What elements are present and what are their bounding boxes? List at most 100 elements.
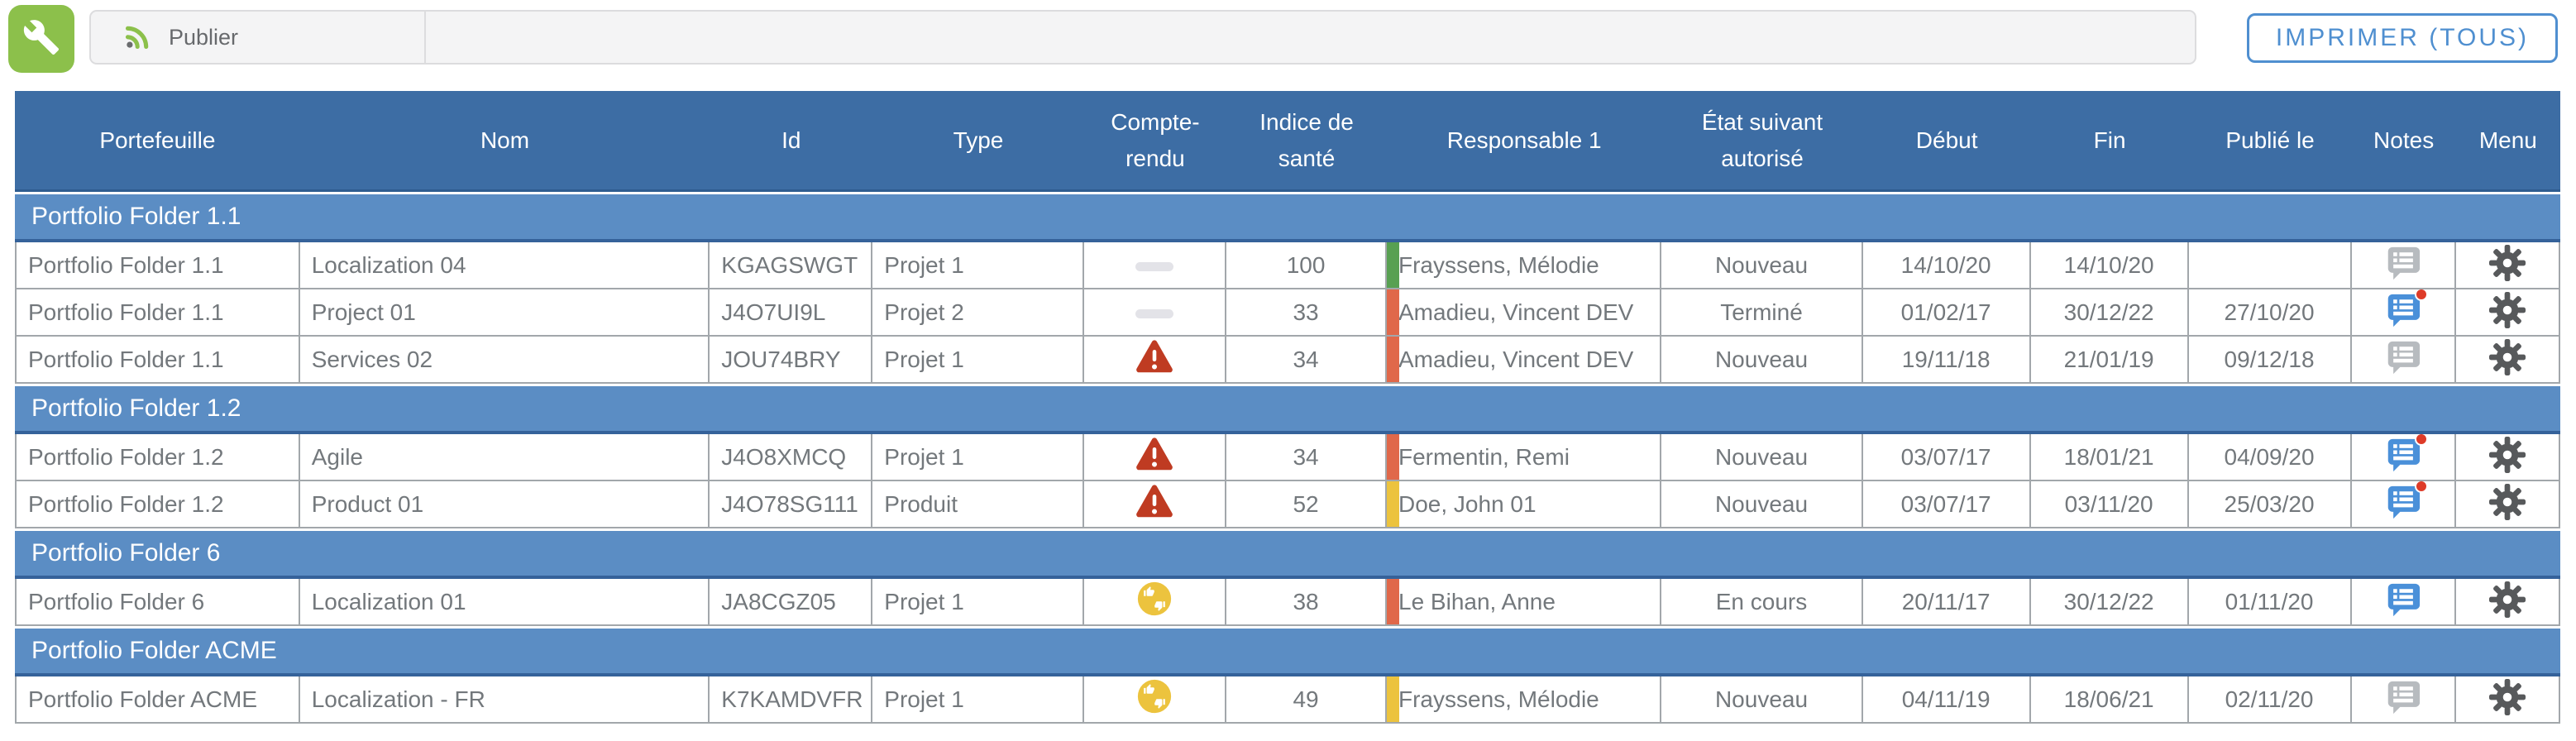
column-header-debut[interactable]: Début [1862, 91, 2031, 192]
toolbar-bar: Publier [89, 10, 2196, 65]
gear-icon [2488, 436, 2526, 476]
row-menu-button[interactable] [2487, 434, 2528, 478]
row-menu-button[interactable] [2487, 579, 2528, 623]
notes-button[interactable] [2383, 434, 2428, 476]
gear-icon [2488, 581, 2526, 621]
notes-button[interactable] [2383, 581, 2423, 621]
cell-publie: 01/11/20 [2188, 579, 2352, 626]
wrench-badge[interactable] [8, 5, 74, 73]
cell-id: J4O78SG111 [710, 481, 873, 528]
notes-bubble-icon [2385, 437, 2421, 475]
group-label[interactable]: Portfolio Folder 1.1 [15, 192, 2560, 242]
column-header-id[interactable]: Id [710, 91, 873, 192]
row-menu-button[interactable] [2487, 337, 2528, 380]
cell-etat: En cours [1661, 579, 1863, 626]
cell-nom: Localization 04 [299, 242, 710, 289]
notes-bubble-icon [2385, 246, 2421, 283]
column-header-portefeuille[interactable]: Portefeuille [15, 91, 300, 192]
group-label[interactable]: Portfolio Folder 1.2 [15, 384, 2560, 434]
cell-responsable: Fermentin, Remi [1387, 434, 1662, 481]
cell-fin: 30/12/22 [2030, 289, 2189, 337]
cell-compte_rendu [1083, 242, 1227, 289]
mixed-thumbs-icon [1135, 677, 1173, 721]
cell-responsable: Frayssens, Mélodie [1387, 242, 1662, 289]
notes-button[interactable] [2383, 244, 2423, 284]
cell-id: JA8CGZ05 [710, 579, 873, 626]
gear-icon [2488, 338, 2526, 379]
cell-compte_rendu [1083, 289, 1227, 337]
row-menu-button[interactable] [2487, 289, 2528, 333]
health-color-bar [1387, 242, 1399, 288]
cell-debut: 04/11/19 [1862, 676, 2031, 724]
health-color-bar [1387, 289, 1399, 335]
cell-compte_rendu [1083, 337, 1227, 384]
cell-portefeuille: Portfolio Folder ACME [15, 676, 300, 724]
notes-bubble-icon [2385, 340, 2421, 377]
column-header-compte_rendu[interactable]: Compte-rendu [1083, 91, 1227, 192]
cell-responsable: Doe, John 01 [1387, 481, 1662, 528]
table-row: Portfolio Folder 1.2 Product 01 J4O78SG111… [15, 481, 2560, 528]
cell-nom: Localization - FR [299, 676, 710, 724]
column-header-menu[interactable]: Menu [2455, 91, 2560, 192]
imprimer-tous-button[interactable]: IMPRIMER (TOUS) [2246, 13, 2558, 63]
column-header-fin[interactable]: Fin [2030, 91, 2189, 192]
notes-button[interactable] [2383, 289, 2428, 332]
group-row[interactable]: Portfolio Folder ACME [15, 626, 2560, 676]
publier-label: Publier [169, 24, 239, 50]
group-label[interactable]: Portfolio Folder 6 [15, 528, 2560, 579]
table-row: Portfolio Folder 1.1 Project 01 J4O7UI9L Pr… [15, 289, 2560, 337]
row-menu-button[interactable] [2487, 481, 2528, 525]
table-body: Portfolio Folder 1.1 Portfolio Folder 1.1… [15, 192, 2560, 724]
cell-responsable: Le Bihan, Anne [1387, 579, 1662, 626]
cell-portefeuille: Portfolio Folder 1.2 [15, 481, 300, 528]
cell-notes [2351, 337, 2456, 384]
gear-icon [2488, 244, 2526, 284]
table-row: Portfolio Folder ACME Localization - FR K7… [15, 676, 2560, 724]
group-row[interactable]: Portfolio Folder 1.2 [15, 384, 2560, 434]
notes-button[interactable] [2383, 678, 2423, 719]
column-header-responsable[interactable]: Responsable 1 [1387, 91, 1662, 192]
health-color-bar [1387, 337, 1399, 382]
cell-nom: Services 02 [299, 337, 710, 384]
cell-id: J4O8XMCQ [710, 434, 873, 481]
cell-etat: Nouveau [1661, 434, 1863, 481]
column-header-type[interactable]: Type [872, 91, 1084, 192]
cell-menu [2455, 676, 2560, 724]
cell-indice: 34 [1226, 434, 1387, 481]
group-row[interactable]: Portfolio Folder 6 [15, 528, 2560, 579]
gear-icon [2488, 291, 2526, 332]
cell-publie: 09/12/18 [2188, 337, 2352, 384]
health-color-bar [1387, 434, 1399, 480]
column-header-notes[interactable]: Notes [2351, 91, 2456, 192]
cell-compte_rendu [1083, 676, 1227, 724]
gear-icon [2488, 483, 2526, 523]
column-header-nom[interactable]: Nom [299, 91, 710, 192]
cell-portefeuille: Portfolio Folder 1.1 [15, 289, 300, 337]
rss-publish-icon [124, 21, 154, 55]
group-label[interactable]: Portfolio Folder ACME [15, 626, 2560, 676]
cell-type: Projet 1 [872, 337, 1084, 384]
cell-menu [2455, 434, 2560, 481]
row-menu-button[interactable] [2487, 242, 2528, 286]
cell-debut: 20/11/17 [1862, 579, 2031, 626]
column-header-indice[interactable]: Indice de santé [1226, 91, 1387, 192]
row-menu-button[interactable] [2487, 676, 2528, 720]
cell-fin: 18/06/21 [2030, 676, 2189, 724]
cell-type: Projet 1 [872, 434, 1084, 481]
column-header-etat[interactable]: État suivant autorisé [1661, 91, 1863, 192]
publier-button[interactable]: Publier [91, 12, 426, 63]
health-color-bar [1387, 676, 1399, 722]
cell-etat: Nouveau [1661, 337, 1863, 384]
notes-button[interactable] [2383, 338, 2423, 379]
cell-portefeuille: Portfolio Folder 1.1 [15, 242, 300, 289]
notes-button[interactable] [2383, 481, 2428, 523]
cell-fin: 03/11/20 [2030, 481, 2189, 528]
cell-etat: Nouveau [1661, 481, 1863, 528]
toolbar: Publier IMPRIMER (TOUS) [0, 0, 2576, 79]
cell-indice: 49 [1226, 676, 1387, 724]
alert-triangle-icon [1135, 436, 1174, 478]
column-header-publie[interactable]: Publié le [2188, 91, 2352, 192]
group-row[interactable]: Portfolio Folder 1.1 [15, 192, 2560, 242]
gear-icon [2488, 678, 2526, 719]
cell-fin: 18/01/21 [2030, 434, 2189, 481]
